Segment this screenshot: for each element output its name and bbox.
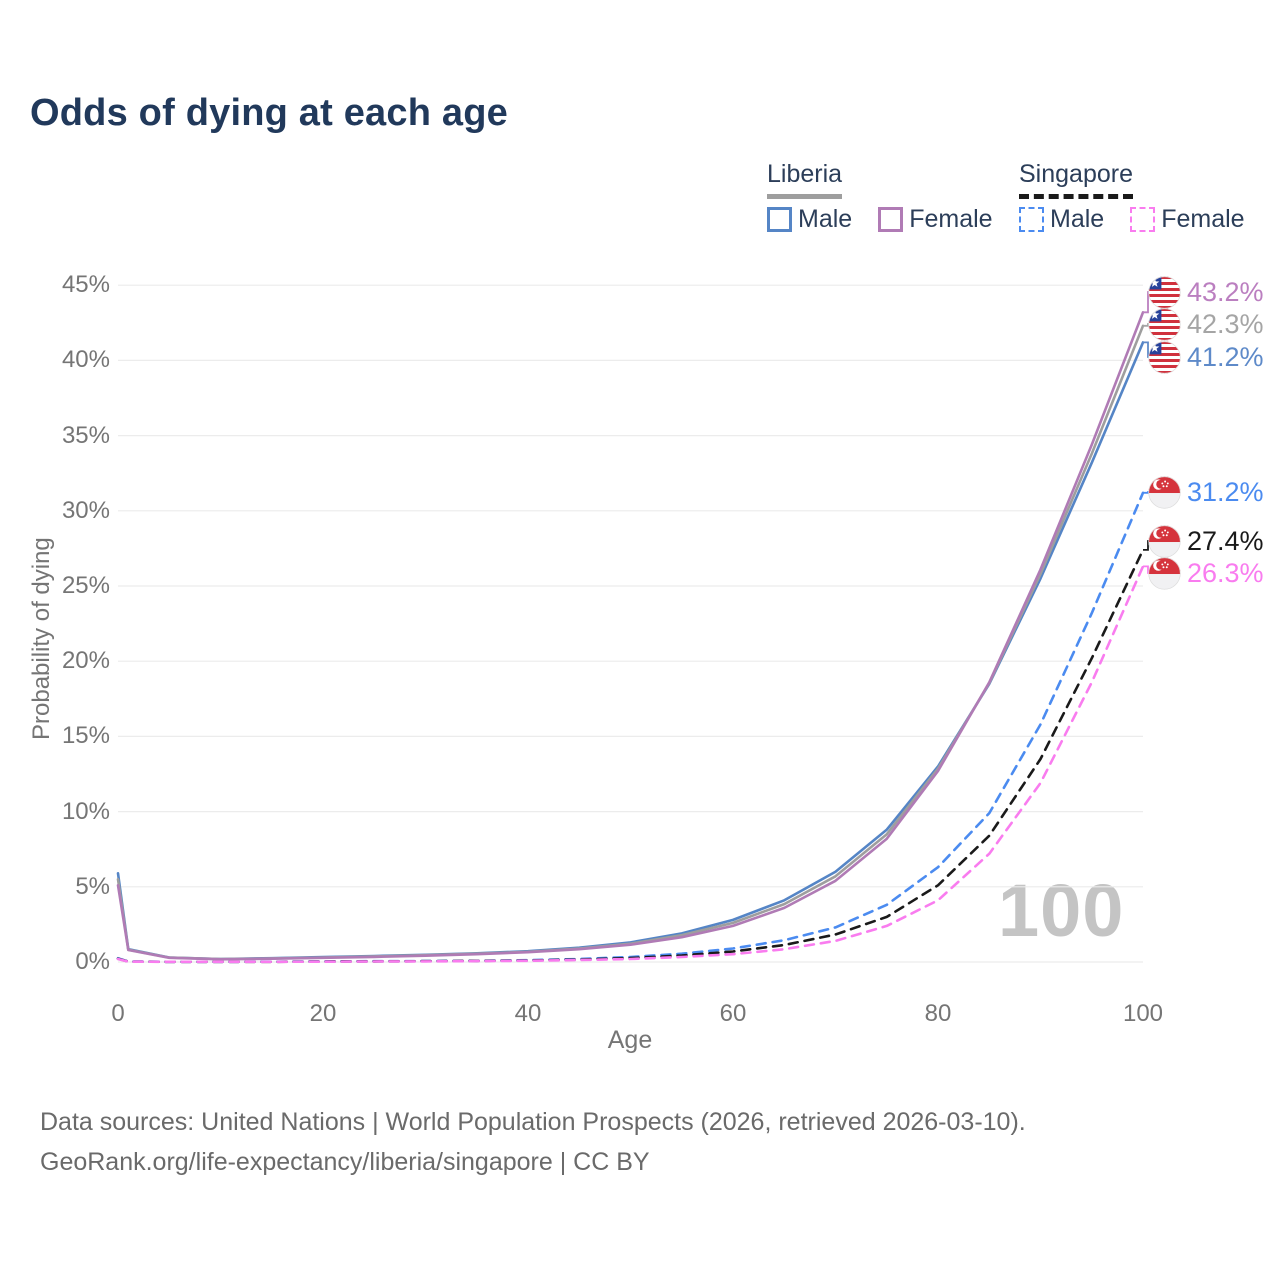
y-tick-label: 30% <box>61 496 110 524</box>
age-cursor-watermark: 100 <box>998 869 1125 952</box>
x-tick-label: 0 <box>111 1000 125 1027</box>
y-tick-label: 0% <box>75 948 110 975</box>
y-tick-label: 40% <box>61 346 110 374</box>
x-axis-title: Age <box>607 1026 653 1054</box>
end-label-singapore-male: 31.2% <box>1148 475 1264 509</box>
footer-data-sources: Data sources: United Nations | World Pop… <box>40 1108 1026 1136</box>
x-tick-label: 20 <box>309 1000 337 1027</box>
series-line-singapore-male[interactable] <box>116 491 1145 964</box>
singapore-male-swatch-icon <box>1019 207 1044 232</box>
end-label-value: 27.4% <box>1187 525 1264 556</box>
singapore-flag-icon <box>1148 475 1181 509</box>
y-tick-label: 15% <box>61 722 110 750</box>
end-label-singapore-female: 26.3% <box>1148 556 1264 590</box>
singapore-flag-icon <box>1148 524 1181 558</box>
y-tick-label: 10% <box>61 797 110 825</box>
legend-item-label: Female <box>909 205 993 233</box>
legend-item-singapore-female[interactable]: Female <box>1130 205 1245 234</box>
series-line-singapore-female[interactable] <box>116 565 1145 964</box>
page-title: Odds of dying at each age <box>30 92 508 134</box>
legend-group-singapore: Singapore Male Female <box>1019 160 1245 234</box>
end-label-liberia-female: 43.2% <box>1148 275 1264 309</box>
x-tick-label: 80 <box>924 1000 952 1027</box>
legend-group-liberia: Liberia Male Female <box>767 160 1019 234</box>
end-label-liberia-both: 42.3% <box>1148 307 1264 341</box>
liberia-male-swatch-icon <box>767 207 792 232</box>
liberia-flag-icon <box>1148 307 1181 341</box>
x-tick-label: 60 <box>719 1000 747 1027</box>
end-label-value: 26.3% <box>1187 557 1264 588</box>
legend-header-liberia[interactable]: Liberia <box>767 160 843 199</box>
y-tick-label: 45% <box>61 271 110 299</box>
y-tick-label: 25% <box>61 572 110 599</box>
end-label-value: 31.2% <box>1187 476 1264 507</box>
liberia-flag-icon <box>1148 340 1181 374</box>
singapore-female-swatch-icon <box>1130 207 1156 232</box>
series-line-liberia-both[interactable] <box>116 324 1145 961</box>
y-tick-label: 5% <box>75 872 110 900</box>
series-line-liberia-male[interactable] <box>116 341 1145 961</box>
singapore-flag-icon <box>1148 556 1181 590</box>
legend-header-singapore[interactable]: Singapore <box>1019 160 1133 199</box>
end-label-value: 42.3% <box>1187 308 1264 339</box>
y-tick-label: 35% <box>61 421 110 449</box>
end-label-singapore-both: 27.4% <box>1148 524 1264 558</box>
legend-item-liberia-male[interactable]: Male <box>767 205 852 234</box>
legend-item-label: Male <box>1050 205 1105 233</box>
x-tick-label: 100 <box>1122 1000 1164 1027</box>
footer-attribution-url: GeoRank.org/life-expectancy/liberia/sing… <box>40 1148 650 1176</box>
end-label-value: 43.2% <box>1187 276 1264 307</box>
x-tick-label: 40 <box>514 1000 542 1027</box>
end-label-liberia-male: 41.2% <box>1148 340 1264 374</box>
series-line-singapore-both[interactable] <box>116 548 1145 964</box>
legend-item-singapore-male[interactable]: Male <box>1019 205 1104 234</box>
y-axis-title: Probability of dying <box>28 537 55 740</box>
series-line-liberia-female[interactable] <box>116 310 1145 961</box>
end-label-value: 41.2% <box>1187 341 1264 372</box>
legend-item-liberia-female[interactable]: Female <box>878 205 993 234</box>
liberia-flag-icon <box>1148 275 1181 309</box>
legend-item-label: Male <box>798 205 853 233</box>
y-tick-label: 20% <box>61 647 110 675</box>
legend-item-label: Female <box>1161 205 1245 233</box>
liberia-female-swatch-icon <box>878 207 904 232</box>
